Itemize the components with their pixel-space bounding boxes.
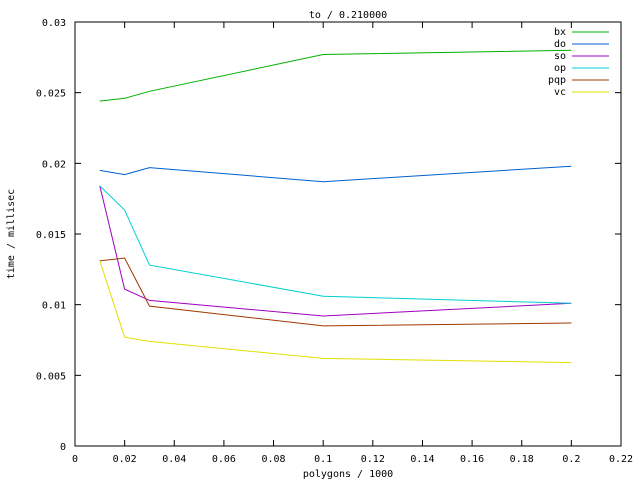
legend-label: do <box>554 39 566 50</box>
y-tick-label: 0.025 <box>36 89 66 100</box>
legend-label: pqp <box>548 75 566 86</box>
y-tick-label: 0.005 <box>36 371 66 382</box>
x-tick-label: 0.16 <box>460 454 484 465</box>
series-lines <box>99 49 572 364</box>
plot-frame <box>74 21 622 447</box>
series-line-vc <box>99 260 572 364</box>
x-tick-label: 0.22 <box>609 454 633 465</box>
x-tick-label: 0.18 <box>510 454 534 465</box>
x-tick-label: 0.14 <box>410 454 434 465</box>
x-axis-label: polygons / 1000 <box>303 469 393 480</box>
legend-label: vc <box>554 87 566 98</box>
x-tick-label: 0.04 <box>162 454 186 465</box>
x-tick-label: 0.1 <box>314 454 332 465</box>
y-tick-label: 0 <box>60 442 66 453</box>
series-line-do <box>99 165 572 183</box>
x-tick-label: 0.02 <box>113 454 137 465</box>
y-axis-label: time / millisec <box>6 189 17 279</box>
series-line-bx <box>99 49 572 102</box>
legend-label: op <box>554 63 566 74</box>
x-tick-label: 0.08 <box>261 454 285 465</box>
legend-label: bx <box>554 27 566 38</box>
y-tick-label: 0.01 <box>42 301 66 312</box>
axis-ticks: 0 0.02 0.04 0.06 0.08 0.1 0.12 0.14 0.16 0.18 0.2 0… <box>36 18 633 465</box>
series-line-so <box>99 185 572 317</box>
x-tick-label: 0.12 <box>361 454 385 465</box>
y-tick-label: 0.02 <box>42 159 66 170</box>
y-tick-label: 0.03 <box>42 18 66 29</box>
series-line-pqp <box>99 257 572 327</box>
x-tick-label: 0.2 <box>562 454 580 465</box>
y-tick-label: 0.015 <box>36 230 66 241</box>
series-line-op <box>99 185 572 304</box>
x-tick-label: 0 <box>72 454 78 465</box>
chart-title: to / 0.210000 <box>309 10 387 21</box>
legend-label: so <box>554 51 566 62</box>
x-tick-label: 0.06 <box>212 454 236 465</box>
